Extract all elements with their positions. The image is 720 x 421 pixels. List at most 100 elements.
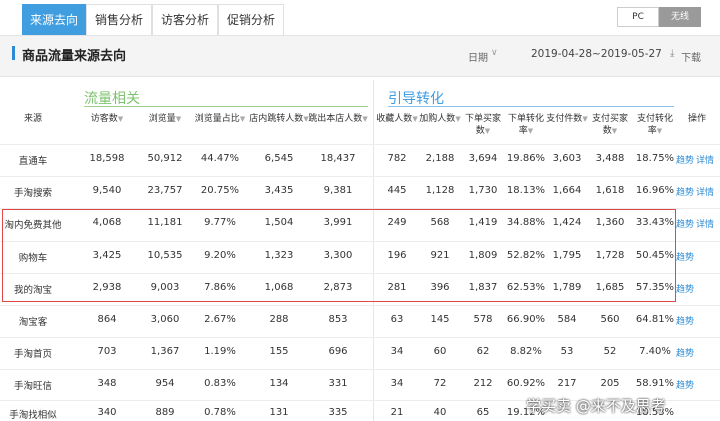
- sort-icon: ▼: [412, 115, 418, 123]
- detail-link[interactable]: 详情: [696, 220, 715, 230]
- table-cell: 145: [430, 314, 450, 325]
- date-dropdown-label[interactable]: 日期: [468, 53, 488, 64]
- table-cell: 11,181: [147, 217, 183, 228]
- header-order-conversion[interactable]: 下单转化 率▼: [508, 113, 544, 137]
- header-in-store-jump-label: 店内跳转人数: [249, 114, 304, 124]
- table-cell: 21: [390, 407, 404, 418]
- pc-toggle-button[interactable]: PC: [617, 7, 659, 27]
- sort-icon: ▼: [175, 115, 182, 123]
- detail-link[interactable]: 详情: [696, 156, 715, 166]
- table-cell: 60: [433, 346, 447, 357]
- header-pageviews[interactable]: 浏览量▼: [149, 113, 181, 125]
- header-visitors-label: 访客数: [90, 114, 118, 124]
- header-add-to-cart[interactable]: 加购人数▼: [419, 113, 460, 125]
- header-pay-conversion-label-b: 率: [647, 126, 657, 136]
- header-exit-store[interactable]: 跳出本店人数▼: [308, 113, 367, 125]
- header-visitors[interactable]: 访客数▼: [91, 113, 123, 125]
- table-cell: 1,504: [264, 217, 294, 228]
- table-cell: 1,323: [264, 250, 294, 261]
- table-cell: 782: [387, 153, 407, 164]
- header-pay-conversion[interactable]: 支付转化 率▼: [637, 113, 673, 137]
- table-cell: 445: [387, 185, 407, 196]
- table-cell: 34: [390, 346, 404, 357]
- header-order-conversion-label-b: 率: [518, 126, 528, 136]
- trend-link[interactable]: 趋势: [676, 253, 695, 263]
- table-cell: 3,060: [150, 314, 180, 325]
- table-cell: 853: [328, 314, 348, 325]
- tab-source-destination[interactable]: 来源去向: [22, 4, 86, 35]
- group-separator: [373, 80, 374, 421]
- detail-link[interactable]: 详情: [696, 188, 715, 198]
- trend-link[interactable]: 趋势: [676, 381, 695, 391]
- header-paid-items[interactable]: 支付件数▼: [546, 113, 587, 125]
- trend-link[interactable]: 趋势: [676, 156, 695, 166]
- trend-link[interactable]: 趋势: [676, 220, 695, 230]
- table-cell: 1,419: [468, 217, 498, 228]
- header-in-store-jump[interactable]: 店内跳转人数▼: [249, 113, 308, 125]
- tab-visitor-analysis[interactable]: 访客分析: [152, 4, 218, 35]
- table-cell: 18.75%: [635, 153, 675, 164]
- header-pv-share-label: 浏览量占比: [194, 114, 240, 124]
- header-order-buyers[interactable]: 下单买家 数▼: [465, 113, 501, 137]
- row-divider: [0, 305, 720, 306]
- header-pv-share[interactable]: 浏览量占比▼: [195, 113, 245, 125]
- header-paid-buyers-label-b: 数: [602, 126, 612, 136]
- header-paid-buyers-label-a: 支付买家: [591, 114, 629, 124]
- header-favorites-label: 收藏人数: [376, 114, 413, 124]
- table-cell: 335: [328, 407, 348, 418]
- table-cell: 1,618: [595, 185, 625, 196]
- row-source-label: 淘内免费其他: [4, 220, 62, 231]
- table-cell: 9.20%: [204, 250, 236, 261]
- page-title: 商品流量来源去向: [22, 49, 127, 64]
- tab-bar-divider: [0, 35, 720, 36]
- sort-icon: ▼: [656, 127, 663, 135]
- tab-promotion-analysis[interactable]: 促销分析: [218, 4, 284, 35]
- table-cell: 10,535: [147, 250, 183, 261]
- download-icon[interactable]: ⤓: [670, 48, 675, 59]
- download-button[interactable]: 下载: [681, 53, 701, 64]
- table-cell: 3,300: [323, 250, 353, 261]
- section-header: 商品流量来源去向 日期 ∨ 2019-04-28~2019-05-27 ⤓ 下载: [0, 36, 720, 77]
- header-order-conversion-label-a: 下单转化: [507, 114, 545, 124]
- header-pageviews-label: 浏览量: [148, 114, 176, 124]
- table-cell: 3,991: [323, 217, 353, 228]
- wireless-toggle-button[interactable]: 无线: [659, 7, 701, 27]
- table-cell: 331: [328, 378, 348, 389]
- trend-link[interactable]: 趋势: [676, 317, 695, 327]
- table-cell: 568: [430, 217, 450, 228]
- table-cell: 58.91%: [635, 378, 675, 389]
- header-favorites[interactable]: 收藏人数▼: [376, 113, 417, 125]
- sort-icon: ▼: [484, 127, 491, 135]
- row-divider: [0, 273, 720, 274]
- table-cell: 3,435: [264, 185, 294, 196]
- table-cell: 34: [390, 378, 404, 389]
- trend-link[interactable]: 趋势: [676, 188, 695, 198]
- table-cell: 340: [97, 407, 117, 418]
- table-cell: 9,381: [323, 185, 353, 196]
- table-cell: 696: [328, 346, 348, 357]
- date-range-text: 2019-04-28~2019-05-27: [531, 48, 662, 60]
- table-cell: 65: [476, 407, 490, 418]
- row-source-label: 手淘找相似: [9, 410, 57, 421]
- conversion-group-label: 引导转化: [388, 91, 444, 107]
- table-cell: 889: [155, 407, 175, 418]
- title-accent-bar: [12, 46, 15, 60]
- table-cell: 1,068: [264, 282, 294, 293]
- table-cell: 1.19%: [204, 346, 236, 357]
- trend-link[interactable]: 趋势: [676, 349, 695, 359]
- table-cell: 18,437: [320, 153, 356, 164]
- trend-link[interactable]: 趋势: [676, 285, 695, 295]
- table-cell: 0.78%: [204, 407, 236, 418]
- table-cell: 205: [600, 378, 620, 389]
- tab-sales-analysis[interactable]: 销售分析: [86, 4, 152, 35]
- header-paid-buyers[interactable]: 支付买家 数▼: [592, 113, 628, 137]
- table-cell: 9.77%: [204, 217, 236, 228]
- table-cell: 50,912: [147, 153, 183, 164]
- chevron-down-icon[interactable]: ∨: [491, 48, 498, 58]
- table-cell: 7.40%: [639, 346, 671, 357]
- table-cell: 50.45%: [635, 250, 675, 261]
- table-cell: 62.53%: [506, 282, 546, 293]
- header-add-to-cart-label: 加购人数: [419, 114, 456, 124]
- table-cell: 1,360: [595, 217, 625, 228]
- table-cell: 57.35%: [635, 282, 675, 293]
